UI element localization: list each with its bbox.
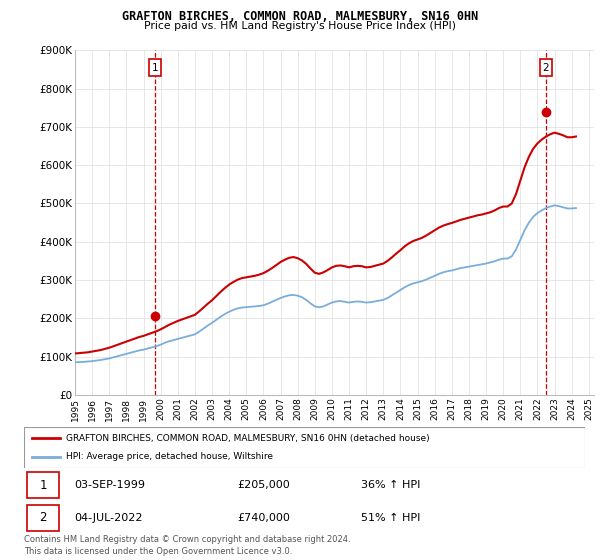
Text: GRAFTON BIRCHES, COMMON ROAD, MALMESBURY, SN16 0HN (detached house): GRAFTON BIRCHES, COMMON ROAD, MALMESBURY… — [66, 433, 430, 442]
Text: 2: 2 — [40, 511, 47, 524]
Text: 51% ↑ HPI: 51% ↑ HPI — [361, 513, 420, 522]
Text: Price paid vs. HM Land Registry's House Price Index (HPI): Price paid vs. HM Land Registry's House … — [144, 21, 456, 31]
Text: £740,000: £740,000 — [237, 513, 290, 522]
FancyBboxPatch shape — [24, 427, 585, 468]
Text: 03-SEP-1999: 03-SEP-1999 — [74, 480, 145, 490]
Text: 2: 2 — [543, 63, 550, 73]
Text: £205,000: £205,000 — [237, 480, 290, 490]
FancyBboxPatch shape — [27, 505, 59, 531]
Text: Contains HM Land Registry data © Crown copyright and database right 2024.
This d: Contains HM Land Registry data © Crown c… — [24, 535, 350, 556]
Text: 36% ↑ HPI: 36% ↑ HPI — [361, 480, 420, 490]
Text: 1: 1 — [40, 479, 47, 492]
Text: 1: 1 — [152, 63, 158, 73]
Text: GRAFTON BIRCHES, COMMON ROAD, MALMESBURY, SN16 0HN: GRAFTON BIRCHES, COMMON ROAD, MALMESBURY… — [122, 10, 478, 22]
Text: HPI: Average price, detached house, Wiltshire: HPI: Average price, detached house, Wilt… — [66, 452, 273, 461]
FancyBboxPatch shape — [27, 472, 59, 498]
Text: 04-JUL-2022: 04-JUL-2022 — [74, 513, 143, 522]
